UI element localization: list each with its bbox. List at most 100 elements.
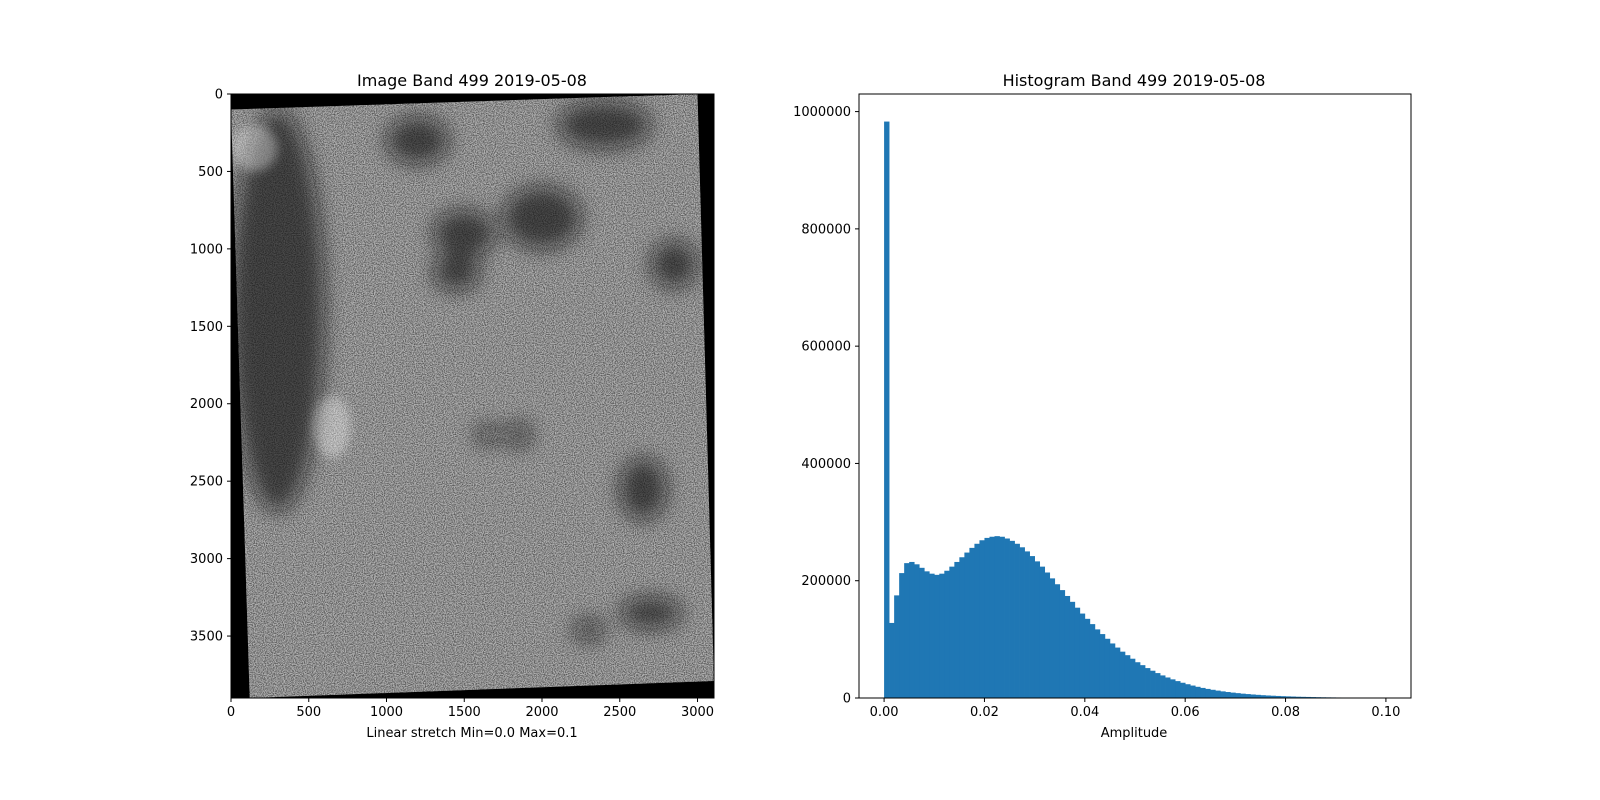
dark-region-3 <box>433 210 496 257</box>
histogram-y-tick-label: 0 <box>843 692 851 707</box>
histogram-bar <box>1039 566 1046 698</box>
histogram-bar <box>924 571 930 698</box>
histogram-bar <box>1160 675 1166 698</box>
histogram-x-tick-label: 0.08 <box>1271 705 1300 720</box>
histogram-y-tick-label: 800000 <box>801 222 851 237</box>
histogram-x-axis: 0.00 0.02 0.04 0.06 0.08 0.10 <box>870 698 1400 720</box>
histogram-bar <box>1300 696 1306 698</box>
histogram-bar <box>944 570 950 698</box>
histogram-bar <box>1004 538 1010 698</box>
histogram-bar <box>939 573 945 698</box>
histogram-bar <box>1084 618 1091 698</box>
histogram-bar <box>1265 695 1271 698</box>
histogram-bar <box>1270 695 1276 698</box>
histogram-bar <box>1260 695 1266 698</box>
histogram-bar <box>894 595 900 698</box>
histogram-bar <box>1180 682 1186 698</box>
image-y-tick-label: 3500 <box>190 630 223 645</box>
image-x-axis-label: Linear stretch Min=0.0 Max=0.1 <box>366 726 577 741</box>
histogram-bar <box>1074 607 1081 698</box>
histogram-panel: Histogram Band 499 2019-05-08 0.00 0.02 0.… <box>793 71 1412 741</box>
dark-region-2 <box>386 117 449 164</box>
histogram-bar <box>1150 670 1156 698</box>
histogram-bar <box>1014 543 1020 698</box>
histogram-bar <box>1119 651 1126 698</box>
image-y-tick-label: 2500 <box>190 475 223 490</box>
histogram-bar <box>1019 547 1025 698</box>
histogram-bar <box>934 574 940 698</box>
histogram-bar <box>1190 685 1196 698</box>
image-x-tick-label: 0 <box>227 705 235 720</box>
histogram-axes-frame <box>858 93 1412 699</box>
histogram-bar <box>914 564 920 698</box>
histogram-y-tick-label: 200000 <box>801 574 851 589</box>
image-y-tick-label: 1500 <box>190 320 223 335</box>
histogram-bar <box>1145 668 1151 698</box>
dark-region-10 <box>475 425 501 445</box>
image-y-tick-label: 0 <box>215 88 223 103</box>
histogram-y-tick-label: 1000000 <box>793 105 851 120</box>
histogram-bar <box>1009 540 1015 698</box>
histogram-bar <box>1215 690 1221 698</box>
dark-region-9 <box>573 619 605 641</box>
histogram-bar <box>1069 601 1076 698</box>
image-y-tick-label: 500 <box>198 165 223 180</box>
histogram-bar <box>1140 665 1146 698</box>
histogram-bar <box>1290 696 1296 698</box>
histogram-x-tick-label: 0.06 <box>1171 705 1200 720</box>
dark-region-11 <box>506 422 532 448</box>
histogram-bar <box>1034 561 1041 698</box>
image-y-tick-label: 1000 <box>190 242 223 257</box>
histogram-bar <box>994 536 1000 698</box>
histogram-bar <box>1124 655 1131 698</box>
histogram-bar <box>1064 595 1071 698</box>
histogram-bar <box>1285 696 1291 698</box>
bright-region-1 <box>313 396 351 458</box>
histogram-bar <box>1089 624 1096 698</box>
histogram-bar <box>954 561 960 698</box>
image-x-tick-label: 1500 <box>448 705 481 720</box>
histogram-bar <box>1054 584 1061 698</box>
histogram-bar <box>1175 681 1181 698</box>
histogram-bar <box>1114 647 1121 698</box>
image-raster <box>231 94 714 698</box>
histogram-x-tick-label: 0.10 <box>1371 705 1400 720</box>
histogram-bar <box>1079 613 1086 698</box>
image-y-tick-label: 2000 <box>190 397 223 412</box>
image-x-tick-label: 3000 <box>681 705 714 720</box>
histogram-bar <box>1205 688 1211 698</box>
histogram-x-tick-label: 0.02 <box>970 705 999 720</box>
histogram-bar <box>984 537 990 698</box>
histogram-title: Histogram Band 499 2019-05-08 <box>1003 71 1266 90</box>
histogram-bar <box>1155 673 1161 698</box>
histogram-bar <box>1255 694 1261 698</box>
image-y-tick-label: 3000 <box>190 552 223 567</box>
histogram-x-tick-label: 0.00 <box>870 705 899 720</box>
histogram-bar <box>964 552 970 698</box>
histogram-bar <box>1135 662 1141 698</box>
image-x-tick-label: 500 <box>296 705 321 720</box>
histogram-bar <box>1044 572 1051 698</box>
image-bright-regions <box>231 124 351 458</box>
histogram-bar <box>1094 629 1101 698</box>
histogram-bar <box>1200 687 1206 698</box>
histogram-bar <box>1049 578 1056 698</box>
histogram-bar <box>1245 694 1251 698</box>
image-x-tick-label: 2500 <box>603 705 636 720</box>
histogram-bar <box>1220 691 1226 698</box>
histogram-y-tick-label: 600000 <box>801 340 851 355</box>
histogram-bar <box>1230 692 1236 698</box>
histogram-y-axis: 0 200000 400000 600000 800000 1000000 <box>793 105 859 707</box>
histogram-bar <box>1295 696 1301 698</box>
histogram-bar <box>1195 686 1201 698</box>
image-panel: Image Band 499 2019-05-08 0 500 1000 1500 20… <box>190 71 715 741</box>
histogram-x-tick-label: 0.04 <box>1070 705 1099 720</box>
histogram-bar <box>1099 634 1106 698</box>
histogram-bar <box>919 567 925 698</box>
dark-region-0 <box>231 109 325 513</box>
dark-region-1 <box>557 101 651 149</box>
image-axes-frame <box>230 93 715 699</box>
histogram-bar <box>1185 684 1191 698</box>
histogram-bar <box>1305 696 1311 698</box>
dark-region-8 <box>619 597 682 629</box>
